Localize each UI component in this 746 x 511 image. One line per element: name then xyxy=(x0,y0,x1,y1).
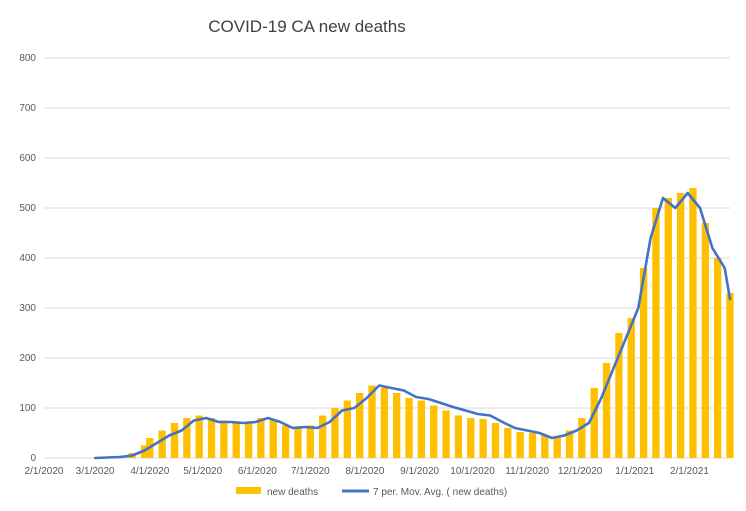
bar xyxy=(639,268,648,458)
bar xyxy=(417,400,426,458)
y-tick-label: 0 xyxy=(30,453,36,464)
bar xyxy=(504,428,512,458)
bar xyxy=(368,385,376,458)
bar xyxy=(528,433,537,458)
bar xyxy=(393,393,401,458)
bar xyxy=(726,293,734,458)
bar xyxy=(479,419,487,458)
bar xyxy=(343,400,351,458)
y-tick-label: 200 xyxy=(19,353,36,364)
y-tick-label: 300 xyxy=(19,303,36,314)
bar xyxy=(590,388,598,458)
legend-label-line: 7 per. Mov. Avg. ( new deaths) xyxy=(373,487,507,498)
x-tick-label: 11/1/2020 xyxy=(505,466,549,477)
bar xyxy=(516,432,524,458)
bar xyxy=(713,258,722,458)
line-series xyxy=(93,191,732,460)
bar xyxy=(318,415,327,458)
bar xyxy=(676,193,685,458)
bar xyxy=(430,405,438,458)
bar xyxy=(454,415,463,458)
legend-swatch-bars xyxy=(236,487,261,494)
bar xyxy=(405,398,413,458)
x-tick-label: 5/1/2020 xyxy=(183,466,222,477)
bar xyxy=(158,430,166,458)
y-tick-label: 400 xyxy=(19,253,36,264)
bar xyxy=(553,437,561,458)
x-tick-label: 9/1/2020 xyxy=(400,466,439,477)
bar xyxy=(491,423,500,458)
bar xyxy=(356,393,364,458)
gridlines xyxy=(44,57,730,459)
bar xyxy=(207,418,216,458)
bar xyxy=(257,418,265,458)
y-tick-label: 100 xyxy=(19,403,36,414)
bar xyxy=(565,430,574,458)
y-tick-label: 600 xyxy=(19,153,36,164)
x-tick-label: 8/1/2020 xyxy=(345,466,384,477)
bar xyxy=(232,422,240,458)
bar xyxy=(244,423,253,458)
bar xyxy=(442,410,450,458)
x-tick-label: 1/1/2021 xyxy=(615,466,654,477)
x-tick-label: 3/1/2020 xyxy=(76,466,115,477)
y-tick-label: 800 xyxy=(19,53,36,64)
bar xyxy=(281,425,290,458)
bar xyxy=(269,420,277,458)
bar xyxy=(467,418,475,458)
x-tick-label: 7/1/2020 xyxy=(291,466,330,477)
legend-label-bars: new deaths xyxy=(267,487,318,498)
bar-series xyxy=(103,188,734,458)
x-tick-label: 6/1/2020 xyxy=(238,466,277,477)
x-tick-label: 2/1/2021 xyxy=(670,466,709,477)
bar xyxy=(331,408,339,458)
chart-title: COVID-19 CA new deaths xyxy=(208,17,405,36)
bar xyxy=(701,223,709,458)
bar xyxy=(615,333,623,458)
bar xyxy=(195,415,203,458)
bar xyxy=(220,420,228,458)
bar xyxy=(541,435,549,458)
x-tick-label: 10/1/2020 xyxy=(450,466,495,477)
bar xyxy=(689,188,697,458)
legend: new deaths 7 per. Mov. Avg. ( new deaths) xyxy=(236,487,507,498)
y-tick-label: 500 xyxy=(19,203,36,214)
bar xyxy=(170,423,179,458)
x-tick-label: 12/1/2020 xyxy=(558,466,603,477)
bar xyxy=(294,427,302,458)
bar xyxy=(578,418,586,458)
x-tick-label: 4/1/2020 xyxy=(130,466,169,477)
bar xyxy=(306,425,314,458)
y-tick-label: 700 xyxy=(19,103,36,114)
x-tick-label: 2/1/2020 xyxy=(25,466,64,477)
bar xyxy=(652,208,660,458)
bar xyxy=(664,198,672,458)
bar xyxy=(627,318,635,458)
bar xyxy=(602,363,611,458)
bar xyxy=(380,388,389,458)
bar xyxy=(183,418,191,458)
axis-labels: 0 100 200 300 400 500 600 700 800 2/1/2020 3/1/202… xyxy=(19,53,709,477)
moving-average-line xyxy=(93,191,732,460)
